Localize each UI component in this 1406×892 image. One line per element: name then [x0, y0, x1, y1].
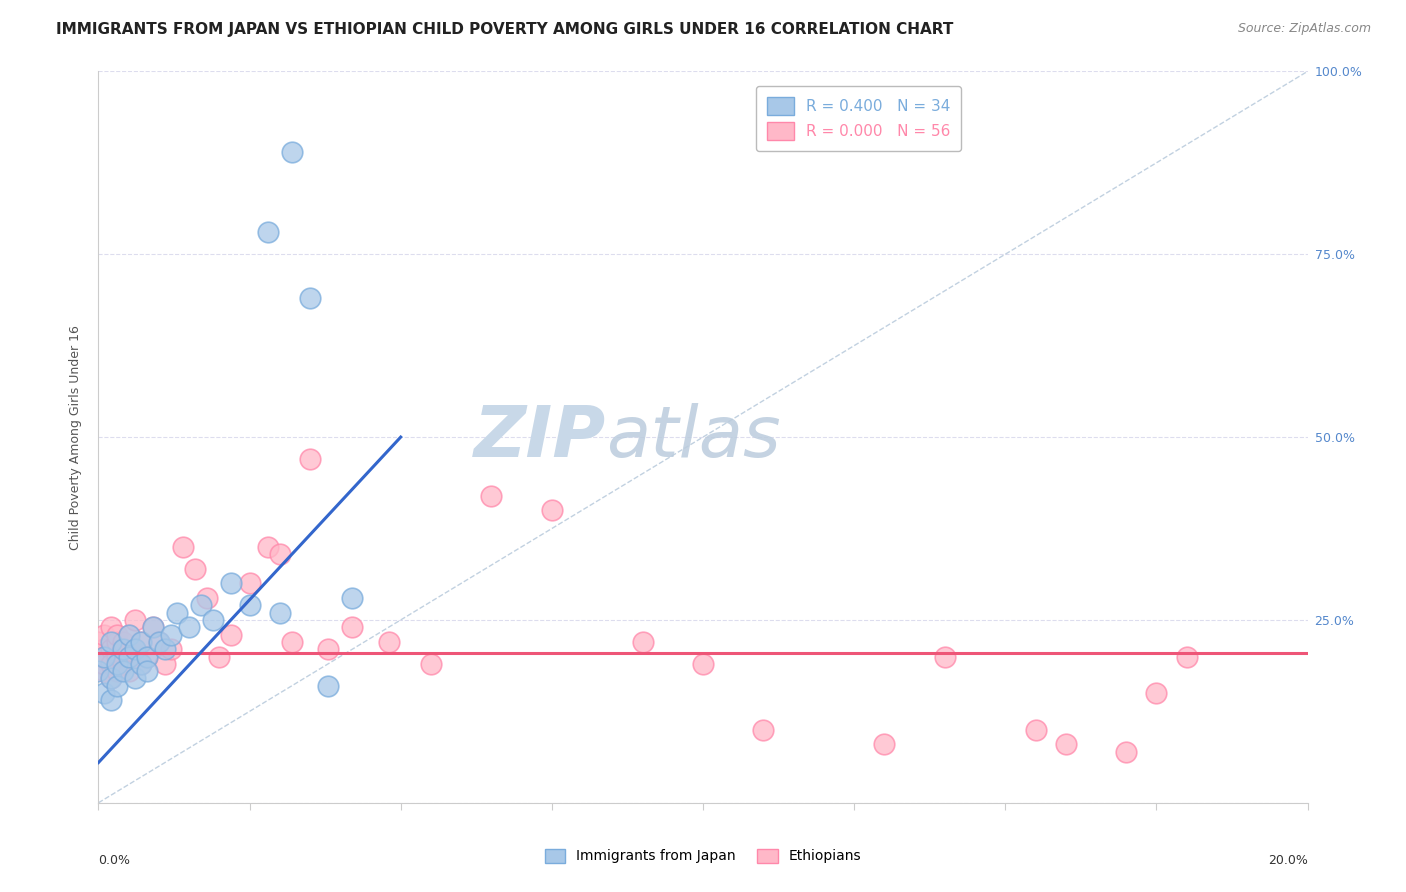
Point [481, 489, 503, 503]
Point [93, 686, 115, 700]
Point [124, 642, 146, 657]
Point [873, 737, 896, 751]
Point [124, 642, 146, 657]
Point [202, 613, 225, 627]
Point [105, 627, 128, 641]
Point [316, 642, 339, 657]
Point [281, 635, 304, 649]
Point [208, 649, 231, 664]
Point [111, 635, 134, 649]
Point [93, 664, 115, 678]
Point [100, 672, 122, 686]
Y-axis label: Child Poverty Among Girls Under 16: Child Poverty Among Girls Under 16 [69, 325, 83, 549]
Point [105, 664, 128, 678]
Point [100, 635, 122, 649]
Point [87, 649, 110, 664]
Point [342, 620, 364, 634]
Point [93, 642, 115, 657]
Point [105, 635, 128, 649]
Text: 20.0%: 20.0% [1268, 854, 1308, 867]
Point [93, 649, 115, 664]
Point [142, 620, 165, 634]
Point [934, 649, 956, 664]
Point [129, 657, 152, 671]
Point [299, 291, 322, 305]
Text: atlas: atlas [606, 402, 780, 472]
Point [100, 620, 122, 634]
Point [692, 657, 714, 671]
Point [631, 635, 654, 649]
Point [105, 679, 128, 693]
Point [269, 547, 291, 561]
Point [129, 635, 152, 649]
Point [377, 635, 399, 649]
Point [1115, 745, 1137, 759]
Point [118, 649, 141, 664]
Point [153, 657, 176, 671]
Point [256, 225, 278, 239]
Point [752, 723, 775, 737]
Point [1144, 686, 1167, 700]
Point [124, 613, 146, 627]
Point [111, 664, 134, 678]
Point [190, 599, 212, 613]
Point [166, 606, 188, 620]
Point [342, 591, 364, 605]
Point [1054, 737, 1077, 751]
Point [153, 642, 176, 657]
Point [129, 635, 152, 649]
Point [256, 540, 278, 554]
Point [87, 635, 110, 649]
Text: IMMIGRANTS FROM JAPAN VS ETHIOPIAN CHILD POVERTY AMONG GIRLS UNDER 16 CORRELATIO: IMMIGRANTS FROM JAPAN VS ETHIOPIAN CHILD… [56, 22, 953, 37]
Point [299, 452, 322, 467]
Point [118, 664, 141, 678]
Point [118, 627, 141, 641]
Point [316, 679, 339, 693]
Point [129, 657, 152, 671]
Point [105, 649, 128, 664]
Text: 0.0%: 0.0% [98, 854, 131, 867]
Point [118, 649, 141, 664]
Text: Source: ZipAtlas.com: Source: ZipAtlas.com [1237, 22, 1371, 36]
Point [135, 649, 157, 664]
Point [111, 657, 134, 671]
Point [124, 672, 146, 686]
Point [239, 599, 262, 613]
Point [221, 576, 243, 591]
Legend: Immigrants from Japan, Ethiopians: Immigrants from Japan, Ethiopians [538, 843, 868, 869]
Point [540, 503, 562, 517]
Point [281, 145, 304, 159]
Point [172, 540, 194, 554]
Point [135, 649, 157, 664]
Point [179, 620, 201, 634]
Point [420, 657, 443, 671]
Point [148, 635, 170, 649]
Point [160, 627, 183, 641]
Point [269, 606, 291, 620]
Point [221, 627, 243, 641]
Point [160, 642, 183, 657]
Text: ZIP: ZIP [474, 402, 606, 472]
Point [148, 635, 170, 649]
Point [100, 693, 122, 707]
Point [135, 664, 157, 678]
Point [93, 627, 115, 641]
Point [105, 657, 128, 671]
Point [118, 627, 141, 641]
Point [100, 642, 122, 657]
Point [184, 562, 207, 576]
Point [1024, 723, 1046, 737]
Point [195, 591, 218, 605]
Point [239, 576, 262, 591]
Point [142, 620, 165, 634]
Point [1175, 649, 1198, 664]
Point [100, 657, 122, 671]
Point [93, 649, 115, 664]
Point [87, 664, 110, 678]
Point [93, 657, 115, 671]
Point [111, 642, 134, 657]
Point [111, 642, 134, 657]
Point [100, 672, 122, 686]
